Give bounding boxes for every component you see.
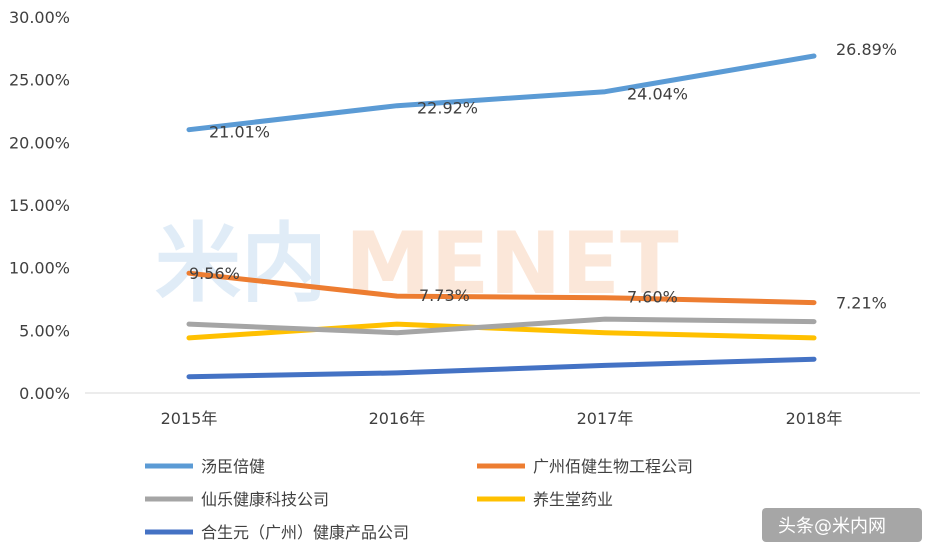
watermark-text-cn: 米内 (155, 214, 327, 314)
x-tick-label: 2015年 (161, 409, 218, 428)
credit-background (762, 508, 922, 542)
y-tick-label: 0.00% (19, 384, 70, 403)
series-lines (186, 53, 817, 380)
credit-text: 头条@米内网 (778, 516, 886, 537)
y-tick-label: 20.00% (9, 133, 70, 152)
series-line (186, 356, 817, 380)
y-tick-label: 15.00% (9, 196, 70, 215)
data-label: 7.21% (836, 294, 887, 313)
series-line (186, 53, 817, 133)
y-axis-ticks: 0.00% 5.00% 10.00% 15.00% 20.00% 25.00% 30.00% (9, 8, 70, 403)
y-tick-label: 30.00% (9, 8, 70, 27)
legend-label: 仙乐健康科技公司 (201, 490, 329, 509)
series-line (186, 316, 817, 336)
y-tick-label: 5.00% (19, 321, 70, 340)
legend-label: 汤臣倍健 (201, 457, 265, 476)
data-label: 21.01% (209, 123, 270, 142)
data-label: 22.92% (417, 99, 478, 118)
data-label: 7.60% (627, 288, 678, 307)
y-tick-label: 10.00% (9, 259, 70, 278)
legend-label: 广州佰健生物工程公司 (533, 457, 693, 476)
data-labels: 21.01% 22.92% 24.04% 26.89% 9.56% 7.73% 7.60% 7… (189, 40, 897, 313)
credit-badge: 头条@米内网 (762, 508, 922, 542)
data-label: 24.04% (627, 85, 688, 104)
series-line (186, 270, 817, 306)
x-tick-label: 2018年 (786, 409, 843, 428)
legend-label: 合生元（广州）健康产品公司 (201, 523, 409, 542)
x-tick-label: 2017年 (577, 409, 634, 428)
data-label: 7.73% (419, 286, 470, 305)
legend-label: 养生堂药业 (533, 490, 613, 509)
data-label: 26.89% (836, 40, 897, 59)
y-tick-label: 25.00% (9, 71, 70, 90)
data-label: 9.56% (189, 264, 240, 283)
x-axis-ticks: 2015年 2016年 2017年 2018年 (161, 409, 843, 428)
x-tick-label: 2016年 (369, 409, 426, 428)
